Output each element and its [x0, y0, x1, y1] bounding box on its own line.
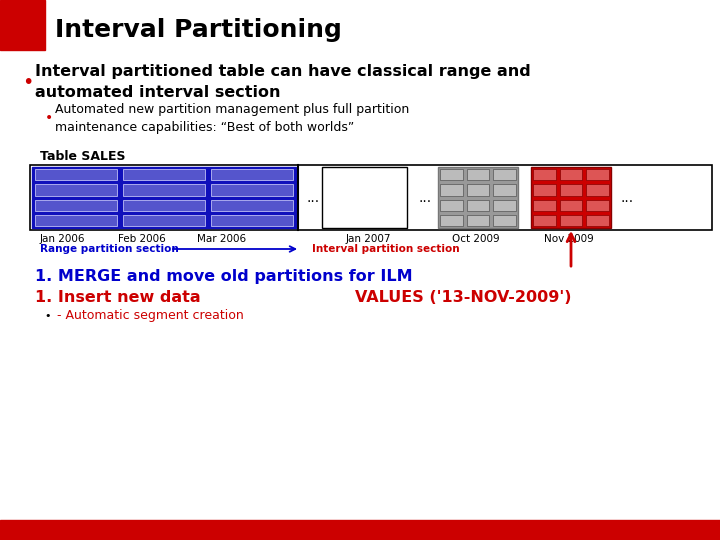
Bar — [35, 184, 117, 195]
Bar — [30, 165, 712, 230]
Text: ...: ... — [418, 191, 431, 205]
Text: Automated new partition management plus full partition
maintenance capabilities:: Automated new partition management plus … — [55, 103, 409, 133]
Bar — [559, 169, 582, 180]
Text: VALUES ('13-NOV-2009'): VALUES ('13-NOV-2009') — [355, 291, 572, 306]
Text: 1. Insert new data: 1. Insert new data — [35, 291, 201, 306]
Bar — [467, 184, 490, 195]
Bar — [211, 199, 293, 211]
Bar — [440, 199, 463, 211]
Text: •: • — [45, 311, 51, 321]
Bar — [531, 167, 611, 228]
Bar — [586, 215, 609, 226]
Bar — [533, 184, 556, 195]
Bar — [123, 169, 205, 180]
Bar — [322, 167, 407, 228]
Text: Mar 2006: Mar 2006 — [197, 234, 246, 244]
Bar — [586, 184, 609, 195]
Bar — [586, 199, 609, 211]
Bar — [493, 199, 516, 211]
Bar — [211, 184, 293, 195]
Text: ...: ... — [620, 191, 633, 205]
Bar — [211, 215, 293, 226]
Bar — [438, 167, 518, 228]
Bar — [559, 199, 582, 211]
Bar — [533, 199, 556, 211]
Text: ORACLE: ORACLE — [644, 523, 700, 537]
Bar — [123, 199, 205, 211]
Text: Jan 2007: Jan 2007 — [346, 234, 391, 244]
Bar — [467, 215, 490, 226]
Text: Range partition section: Range partition section — [40, 244, 179, 254]
Text: Nov 2009: Nov 2009 — [544, 234, 594, 244]
Text: - Automatic segment creation: - Automatic segment creation — [57, 309, 244, 322]
Bar — [467, 169, 490, 180]
Bar — [123, 215, 205, 226]
Bar — [493, 215, 516, 226]
Text: Interval partitioned table can have classical range and
automated interval secti: Interval partitioned table can have clas… — [35, 64, 531, 100]
Bar — [123, 184, 205, 195]
Bar — [211, 169, 293, 180]
Bar — [0, 0, 45, 50]
Bar — [467, 199, 490, 211]
Bar — [440, 184, 463, 195]
Bar — [559, 215, 582, 226]
Bar — [533, 215, 556, 226]
Bar — [0, 520, 720, 540]
Bar — [35, 215, 117, 226]
Bar — [32, 167, 296, 228]
Text: Table SALES: Table SALES — [40, 151, 125, 164]
Text: 1. MERGE and move old partitions for ILM: 1. MERGE and move old partitions for ILM — [35, 269, 413, 285]
Text: ...: ... — [307, 191, 320, 205]
Text: •: • — [45, 111, 53, 125]
Bar — [440, 215, 463, 226]
Text: Oct 2009: Oct 2009 — [452, 234, 500, 244]
Bar — [559, 184, 582, 195]
Text: Interval partition section: Interval partition section — [312, 244, 459, 254]
Bar — [493, 184, 516, 195]
Text: Jan 2006: Jan 2006 — [40, 234, 85, 244]
Bar — [533, 169, 556, 180]
Bar — [35, 199, 117, 211]
Text: •: • — [22, 72, 33, 91]
Text: Interval Partitioning: Interval Partitioning — [55, 18, 342, 42]
Bar — [35, 169, 117, 180]
Bar — [493, 169, 516, 180]
Bar — [586, 169, 609, 180]
Bar — [440, 169, 463, 180]
Text: Feb 2006: Feb 2006 — [118, 234, 166, 244]
